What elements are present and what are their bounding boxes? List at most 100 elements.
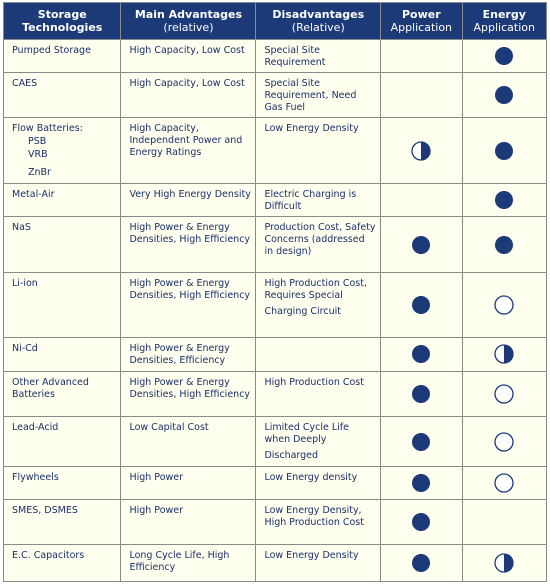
power-application-cell <box>381 467 462 500</box>
header-row: Storage Technologies Main Advantages (rel… <box>4 3 546 39</box>
tech-cell: Flow Batteries: PSB VRB ZnBr <box>4 118 121 183</box>
table-row: Flywheels High Power Low Energy density <box>4 467 546 500</box>
power-application-cell <box>381 40 462 73</box>
energy-indicator-empty-circle-icon <box>494 384 514 404</box>
disadvantages-text: Limited Cycle Life when Deeply <box>264 422 349 446</box>
power-application-cell <box>381 371 462 417</box>
energy-indicator-full-circle-icon <box>494 235 514 255</box>
advantages-cell: Very High Energy Density <box>121 183 256 216</box>
tech-cell: NaS <box>4 216 121 273</box>
tech-cell: E.C. Capacitors <box>4 544 121 581</box>
energy-indicator-half-circle-icon <box>494 553 514 573</box>
header-main-advantages: Main Advantages (relative) <box>121 3 256 39</box>
subtech-item: VRB <box>28 149 48 161</box>
energy-application-cell <box>462 118 546 183</box>
advantages-cell: High Capacity, Low Cost <box>121 40 256 73</box>
table-row: E.C. Capacitors Long Cycle Life, High Ef… <box>4 544 546 581</box>
tech-cell: CAES <box>4 73 121 118</box>
tech-cell: SMES, DSMES <box>4 500 121 544</box>
power-indicator-full-circle-icon <box>411 512 431 532</box>
power-indicator-full-circle-icon <box>411 553 431 573</box>
tech-cell: Li-ion <box>4 273 121 337</box>
energy-application-cell <box>462 337 546 371</box>
table-row: Pumped Storage High Capacity, Low Cost S… <box>4 40 546 73</box>
advantages-cell: Long Cycle Life, High Efficiency <box>121 544 256 581</box>
disadvantages-cell: High Production Cost <box>256 371 381 417</box>
disadvantages-cell: Special Site Requirement <box>256 40 381 73</box>
energy-indicator-half-circle-icon <box>494 344 514 364</box>
flow-battery-types: PSB VRB ZnBr <box>12 135 116 179</box>
table-row: CAES High Capacity, Low Cost Special Sit… <box>4 73 546 118</box>
energy-application-cell <box>462 216 546 273</box>
advantages-cell: Low Capital Cost <box>121 417 256 467</box>
power-indicator-full-circle-icon <box>411 344 431 364</box>
header-energy-application: Energy Application <box>462 3 546 39</box>
power-application-cell <box>381 500 462 544</box>
header-disadvantages: Disadvantages (Relative) <box>256 3 381 39</box>
energy-application-cell <box>462 73 546 118</box>
power-application-cell <box>381 183 462 216</box>
advantages-cell: High Capacity, Independent Power and Ene… <box>121 118 256 183</box>
energy-application-cell <box>462 183 546 216</box>
tech-cell: Metal-Air <box>4 183 121 216</box>
energy-application-cell <box>462 500 546 544</box>
storage-comparison-table: Storage Technologies Main Advantages (rel… <box>3 2 547 582</box>
disadvantages-cell: Low Energy density <box>256 467 381 500</box>
tech-cell: Flywheels <box>4 467 121 500</box>
table-row: Lead-Acid Low Capital Cost Limited Cycle… <box>4 417 546 467</box>
power-application-cell <box>381 216 462 273</box>
energy-indicator-empty-circle-icon <box>494 295 514 315</box>
disadvantages-cell: Special Site Requirement, Need Gas Fuel <box>256 73 381 118</box>
energy-application-cell <box>462 467 546 500</box>
header-power-application: Power Application <box>381 3 462 39</box>
disadvantages-text: High Production Cost, Requires Special <box>264 278 367 302</box>
table-row: Ni-Cd High Power & Energy Densities, Eff… <box>4 337 546 371</box>
power-application-cell <box>381 417 462 467</box>
power-application-cell <box>381 273 462 337</box>
tech-label: Flow Batteries: <box>12 123 83 135</box>
energy-indicator-empty-circle-icon <box>494 432 514 452</box>
energy-indicator-full-circle-icon <box>494 190 514 210</box>
power-application-cell <box>381 118 462 183</box>
energy-indicator-full-circle-icon <box>494 141 514 161</box>
power-application-cell <box>381 337 462 371</box>
power-indicator-full-circle-icon <box>411 295 431 315</box>
energy-indicator-full-circle-icon <box>494 46 514 66</box>
power-indicator-full-circle-icon <box>411 473 431 493</box>
advantages-cell: High Power & Energy Densities, Efficienc… <box>121 337 256 371</box>
advantages-cell: High Capacity, Low Cost <box>121 73 256 118</box>
disadvantages-cell: Low Energy Density <box>256 118 381 183</box>
power-indicator-full-circle-icon <box>411 432 431 452</box>
tech-cell: Pumped Storage <box>4 40 121 73</box>
energy-indicator-empty-circle-icon <box>494 473 514 494</box>
power-application-cell <box>381 73 462 118</box>
disadvantages-cell: Low Energy Density, High Production Cost <box>256 500 381 544</box>
table-row: SMES, DSMES High Power Low Energy Densit… <box>4 500 546 544</box>
power-application-cell <box>381 544 462 581</box>
power-indicator-full-circle-icon <box>411 235 431 255</box>
energy-indicator-full-circle-icon <box>494 85 514 105</box>
energy-application-cell <box>462 371 546 417</box>
power-indicator-full-circle-icon <box>411 384 431 404</box>
energy-application-cell <box>462 417 546 467</box>
table-row: Flow Batteries: PSB VRB ZnBr High Capaci… <box>4 118 546 183</box>
advantages-cell: High Power & Energy Densities, High Effi… <box>121 273 256 337</box>
disadvantages-text-continued: Charging Circuit <box>264 306 341 318</box>
table-row: Other Advanced Batteries High Power & En… <box>4 371 546 417</box>
advantages-cell: High Power & Energy Densities, High Effi… <box>121 216 256 273</box>
energy-application-cell <box>462 544 546 581</box>
header-storage-technologies: Storage Technologies <box>4 3 121 39</box>
subtech-item: ZnBr <box>28 167 51 179</box>
power-indicator-half-circle-icon <box>411 140 431 161</box>
disadvantages-cell: Low Energy Density <box>256 544 381 581</box>
advantages-cell: High Power <box>121 500 256 544</box>
advantages-cell: High Power <box>121 467 256 500</box>
tech-cell: Lead-Acid <box>4 417 121 467</box>
tech-cell: Other Advanced Batteries <box>4 371 121 417</box>
disadvantages-cell: Limited Cycle Life when Deeply Discharge… <box>256 417 381 467</box>
table-row: NaS High Power & Energy Densities, High … <box>4 216 546 273</box>
energy-application-cell <box>462 40 546 73</box>
advantages-cell: High Power & Energy Densities, High Effi… <box>121 371 256 417</box>
subtech-item: PSB <box>28 136 47 148</box>
disadvantages-cell: Electric Charging is Difficult <box>256 183 381 216</box>
